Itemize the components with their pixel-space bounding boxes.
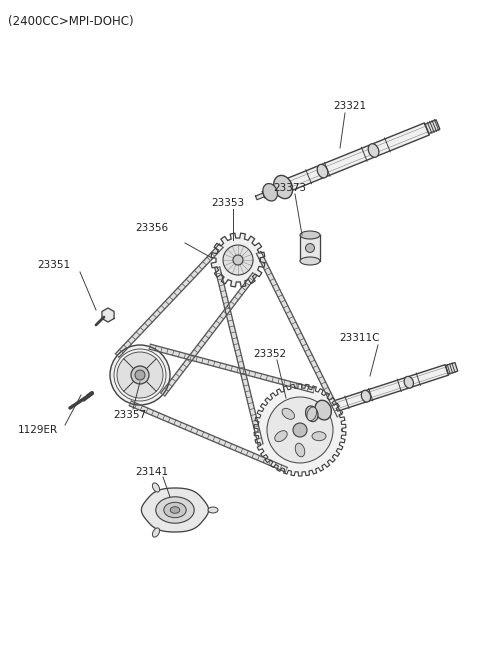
Polygon shape <box>306 408 321 418</box>
Text: 23356: 23356 <box>135 223 168 233</box>
Ellipse shape <box>368 143 379 157</box>
Ellipse shape <box>315 400 331 420</box>
Polygon shape <box>300 235 320 261</box>
Polygon shape <box>445 363 458 374</box>
Polygon shape <box>254 384 346 476</box>
Polygon shape <box>211 233 265 287</box>
Ellipse shape <box>404 377 413 388</box>
Text: (2400CC>MPI-DOHC): (2400CC>MPI-DOHC) <box>8 15 133 28</box>
Ellipse shape <box>307 407 316 421</box>
Text: 23373: 23373 <box>274 183 307 193</box>
Ellipse shape <box>317 164 328 178</box>
Ellipse shape <box>263 183 277 201</box>
Ellipse shape <box>312 432 326 441</box>
Ellipse shape <box>156 496 194 523</box>
Ellipse shape <box>274 176 293 198</box>
Circle shape <box>305 244 314 252</box>
Polygon shape <box>129 401 288 472</box>
Circle shape <box>223 245 253 275</box>
Ellipse shape <box>306 406 318 422</box>
Ellipse shape <box>170 507 180 514</box>
Polygon shape <box>142 488 209 532</box>
Circle shape <box>110 345 170 405</box>
Polygon shape <box>425 120 440 134</box>
Ellipse shape <box>164 502 186 517</box>
Text: 1129ER: 1129ER <box>18 425 58 435</box>
Circle shape <box>267 397 333 463</box>
Ellipse shape <box>295 443 305 457</box>
Circle shape <box>293 423 307 437</box>
Polygon shape <box>263 185 282 198</box>
Text: 23141: 23141 <box>135 467 168 477</box>
Polygon shape <box>115 244 223 357</box>
Ellipse shape <box>275 431 287 441</box>
Ellipse shape <box>208 507 218 513</box>
Circle shape <box>117 352 163 398</box>
Polygon shape <box>215 267 263 445</box>
Ellipse shape <box>300 231 320 239</box>
Polygon shape <box>255 193 264 200</box>
Polygon shape <box>256 252 342 417</box>
Polygon shape <box>301 414 308 419</box>
Ellipse shape <box>300 257 320 265</box>
Circle shape <box>131 366 149 384</box>
Text: 23353: 23353 <box>211 198 245 208</box>
Ellipse shape <box>361 390 371 402</box>
Text: 23357: 23357 <box>113 410 146 420</box>
Text: 23321: 23321 <box>334 101 367 111</box>
Ellipse shape <box>152 528 160 537</box>
Polygon shape <box>322 365 448 415</box>
Polygon shape <box>149 345 314 393</box>
Polygon shape <box>281 123 429 193</box>
Polygon shape <box>161 272 257 396</box>
Ellipse shape <box>282 408 295 419</box>
Text: 23311C: 23311C <box>340 333 380 343</box>
Polygon shape <box>102 308 114 322</box>
Text: 23351: 23351 <box>37 260 71 270</box>
Text: 23352: 23352 <box>253 349 287 359</box>
Circle shape <box>135 370 145 380</box>
Ellipse shape <box>152 483 160 492</box>
Circle shape <box>233 255 243 265</box>
